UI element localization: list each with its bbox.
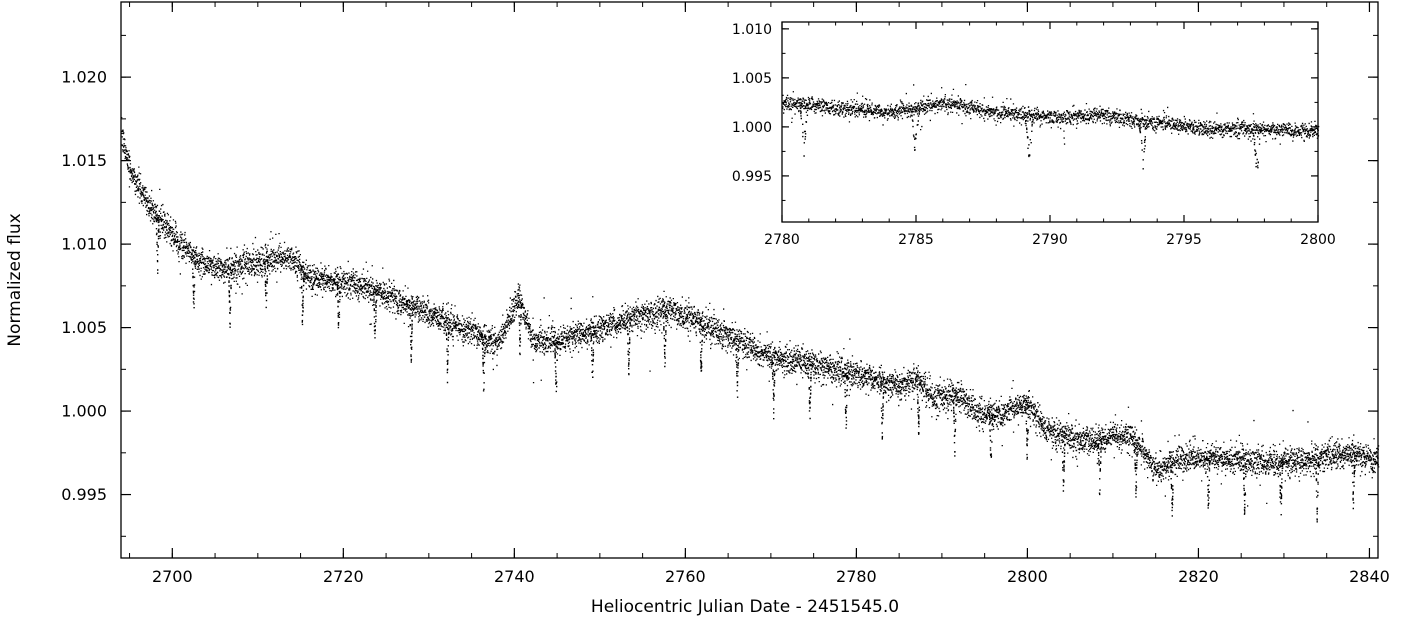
y-tick-label: 1.015	[61, 151, 107, 170]
x-tick-label: 2790	[1032, 232, 1068, 248]
x-axis-label: Heliocentric Julian Date - 2451545.0	[591, 597, 899, 617]
x-tick-label: 2720	[323, 567, 364, 586]
y-tick-label: 1.005	[732, 71, 772, 87]
x-tick-label: 2785	[898, 232, 934, 248]
y-tick-label: 1.000	[61, 402, 107, 421]
y-tick-label: 1.010	[61, 235, 107, 254]
x-tick-label: 2760	[665, 567, 706, 586]
y-tick-label: 1.000	[732, 120, 772, 136]
inset-y-ticks: 0.995 1.000 1.005 1.010	[732, 22, 1318, 201]
inset-panel: 2780 2785 2790 2795 2800 0.995 1.000 1.005 1.01…	[732, 21, 1336, 248]
x-tick-label: 2740	[494, 567, 535, 586]
main-panel: 2700 2720 2740 2760 2780 2800 2820 2840 0.995 1.…	[5, 1, 1390, 617]
inset-light-curve-series	[782, 84, 1320, 170]
x-tick-label: 2780	[764, 232, 800, 248]
y-tick-label: 1.010	[732, 22, 772, 38]
x-tick-label: 2700	[152, 567, 193, 586]
y-tick-label: 1.020	[61, 68, 107, 87]
inset-x-ticks: 2780 2785 2790 2795 2800	[764, 22, 1336, 248]
y-tick-label: 0.995	[61, 485, 107, 504]
main-x-ticks: 2700 2720 2740 2760 2780 2800 2820 2840	[129, 2, 1390, 586]
inset-data-points	[782, 84, 1320, 170]
y-tick-label: 1.005	[61, 318, 107, 337]
x-tick-label: 2800	[1007, 567, 1048, 586]
x-tick-label: 2795	[1166, 232, 1202, 248]
main-y-ticks: 0.995 1.000 1.005 1.010 1.015 1.020	[61, 34, 1378, 537]
x-tick-label: 2840	[1349, 567, 1390, 586]
y-tick-label: 0.995	[732, 169, 772, 185]
main-plot-frame	[120, 1, 1379, 559]
x-tick-label: 2820	[1178, 567, 1219, 586]
x-tick-label: 2780	[836, 567, 877, 586]
y-axis-label: Normalized flux	[5, 213, 25, 346]
x-tick-label: 2800	[1300, 232, 1336, 248]
